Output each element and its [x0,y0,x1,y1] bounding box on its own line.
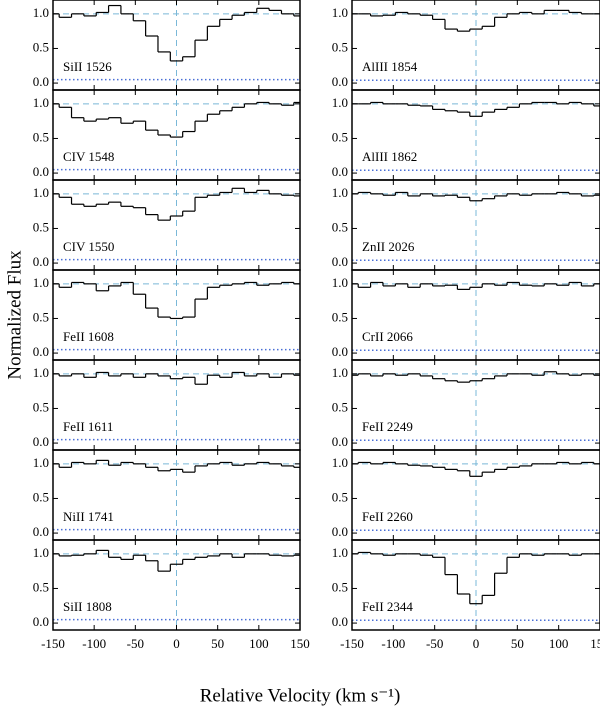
y-axis-label: Normalized Flux [4,250,25,380]
panel [53,270,300,360]
y-tick-label: 0.5 [33,219,49,234]
x-axis-label: Relative Velocity (km s⁻¹) [200,685,401,706]
panel-label: SiII 1526 [63,59,112,74]
panel-label: FeII 1608 [63,329,114,344]
y-tick-label: 0.0 [332,74,348,89]
panel [53,540,300,630]
panel [53,180,300,270]
x-tick-label: -50 [127,636,144,651]
y-tick-label: 1.0 [332,365,348,380]
y-tick-label: 1.0 [33,365,49,380]
y-tick-label: 0.5 [332,489,348,504]
panel-label: FeII 2260 [362,509,413,524]
panel [53,450,300,540]
y-tick-label: 0.0 [33,614,49,629]
panel [53,0,300,90]
y-tick-label: 0.0 [33,74,49,89]
y-tick-label: 0.5 [332,39,348,54]
y-tick-label: 0.5 [332,579,348,594]
panel-label: AlIII 1854 [362,59,418,74]
panel [352,540,600,630]
y-tick-label: 0.0 [33,164,49,179]
x-tick-label: 150 [290,636,310,651]
y-tick-label: 0.0 [33,434,49,449]
x-tick-label: 50 [511,636,524,651]
y-tick-label: 0.0 [332,344,348,359]
panel-label: FeII 2344 [362,599,413,614]
panel-label: FeII 1611 [63,419,113,434]
panel-label: FeII 2249 [362,419,413,434]
panel [352,180,600,270]
y-tick-label: 1.0 [33,95,49,110]
x-tick-label: 100 [549,636,569,651]
y-tick-label: 0.5 [33,39,49,54]
y-tick-label: 0.0 [332,254,348,269]
y-tick-label: 0.0 [332,164,348,179]
panel-label: SiII 1808 [63,599,112,614]
x-tick-label: 0 [173,636,180,651]
panel [352,450,600,540]
x-tick-label: -50 [426,636,443,651]
panel [352,90,600,180]
y-tick-label: 1.0 [33,545,49,560]
y-tick-label: 0.5 [332,129,348,144]
panel-label: AlIII 1862 [362,149,417,164]
y-tick-label: 0.5 [33,129,49,144]
y-tick-label: 0.0 [332,434,348,449]
y-tick-label: 0.5 [33,309,49,324]
panel-label: CIV 1550 [63,239,114,254]
y-tick-label: 0.0 [33,524,49,539]
y-tick-label: 0.0 [332,614,348,629]
y-tick-label: 0.0 [33,254,49,269]
y-tick-label: 1.0 [332,275,348,290]
y-tick-label: 1.0 [332,545,348,560]
x-tick-label: -150 [41,636,65,651]
y-tick-label: 1.0 [33,5,49,20]
x-tick-label: 0 [473,636,480,651]
y-tick-label: 0.5 [33,579,49,594]
panel-label: NiII 1741 [63,509,114,524]
y-tick-label: 1.0 [332,185,348,200]
panel-label: CrII 2066 [362,329,413,344]
x-tick-label: 100 [249,636,269,651]
y-tick-label: 0.5 [332,399,348,414]
panel [53,90,300,180]
panel-label: ZnII 2026 [362,239,415,254]
panel [352,360,600,450]
y-tick-label: 0.5 [33,399,49,414]
y-tick-label: 0.5 [332,219,348,234]
y-tick-label: 0.5 [33,489,49,504]
x-tick-label: -100 [82,636,106,651]
x-tick-label: -100 [381,636,405,651]
panel [352,0,600,90]
y-tick-label: 0.5 [332,309,348,324]
x-tick-label: -150 [340,636,364,651]
panel [352,270,600,360]
panel [53,360,300,450]
y-tick-label: 1.0 [332,455,348,470]
y-tick-label: 0.0 [33,344,49,359]
x-tick-label: 50 [211,636,224,651]
y-tick-label: 1.0 [332,95,348,110]
y-tick-label: 1.0 [33,275,49,290]
y-tick-label: 1.0 [332,5,348,20]
y-tick-label: 1.0 [33,185,49,200]
y-tick-label: 1.0 [33,455,49,470]
panel-label: CIV 1548 [63,149,114,164]
y-tick-label: 0.0 [332,524,348,539]
x-tick-label: 150 [590,636,600,651]
